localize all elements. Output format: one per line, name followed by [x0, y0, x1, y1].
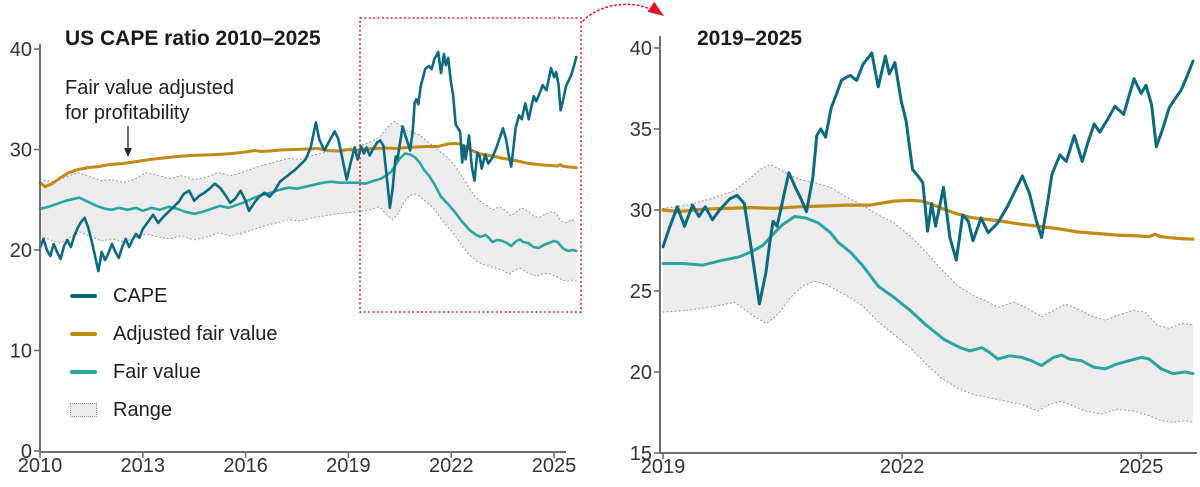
range-band-lower-edge [39, 193, 577, 282]
range-band [663, 164, 1193, 423]
highlight-box [359, 17, 582, 313]
fair-value-annotation: Fair value adjusted for profitability [65, 76, 234, 126]
legend-label: Adjusted fair value [113, 322, 278, 345]
legend-item-adjusted-fair-value: Adjusted fair value [70, 321, 278, 347]
range-band [40, 121, 577, 282]
y-tick-label: 0 [21, 441, 32, 463]
annotation-line1: Fair value adjusted [65, 77, 234, 99]
legend-item-fair-value: Fair value [70, 359, 278, 385]
x-tick-label: 2016 [223, 455, 268, 477]
y-tick-label: 40 [10, 39, 32, 61]
x-tick-label: 2019 [326, 455, 371, 477]
y-tick-label: 40 [630, 38, 652, 60]
y-tick-label: 30 [630, 200, 652, 222]
left-chart-title: US CAPE ratio 2010–2025 [65, 27, 321, 50]
x-tick-label: 2019 [641, 456, 686, 478]
x-tick-label: 2022 [880, 456, 925, 478]
fair-value-line [38, 152, 578, 253]
x-tick-label: 2013 [121, 455, 166, 477]
zoom-arrow-head-icon [647, 1, 664, 17]
y-tick-label: 25 [630, 281, 652, 303]
y-tick-label: 10 [10, 341, 32, 363]
range-band-lower-edge [662, 280, 1194, 423]
cape-line [38, 50, 578, 273]
annotation-arrow-head-icon [124, 148, 132, 157]
x-tick-label: 2022 [429, 455, 474, 477]
fair-value-line [661, 215, 1195, 376]
y-tick-label: 35 [630, 119, 652, 141]
legend-range-swatch-icon [70, 403, 97, 417]
legend-line-swatch-icon [70, 294, 97, 298]
y-tick-label: 15 [630, 443, 652, 465]
legend-item-range: Range [70, 397, 278, 423]
y-tick-label: 20 [630, 362, 652, 384]
adjusted-fair-value-line [661, 198, 1195, 241]
legend-label: CAPE [113, 284, 168, 307]
x-tick-label: 2010 [18, 455, 63, 477]
range-band-upper-edge [39, 120, 577, 224]
x-tick-label: 2025 [532, 455, 577, 477]
zoom-arrow-curve [582, 3, 651, 22]
cape-line [661, 51, 1195, 306]
legend-line-swatch-icon [70, 370, 97, 374]
right-chart-title: 2019–2025 [697, 27, 803, 50]
legend-label: Fair value [113, 360, 201, 383]
legend-line-swatch-icon [70, 332, 97, 336]
legend-item-cape: CAPE [70, 283, 278, 309]
y-tick-label: 30 [10, 140, 32, 162]
legend: CAPE Adjusted fair value Fair value Range [70, 283, 278, 435]
legend-label: Range [113, 398, 172, 421]
y-tick-label: 20 [10, 240, 32, 262]
x-tick-label: 2025 [1119, 456, 1164, 478]
annotation-line2: for profitability [65, 102, 190, 124]
